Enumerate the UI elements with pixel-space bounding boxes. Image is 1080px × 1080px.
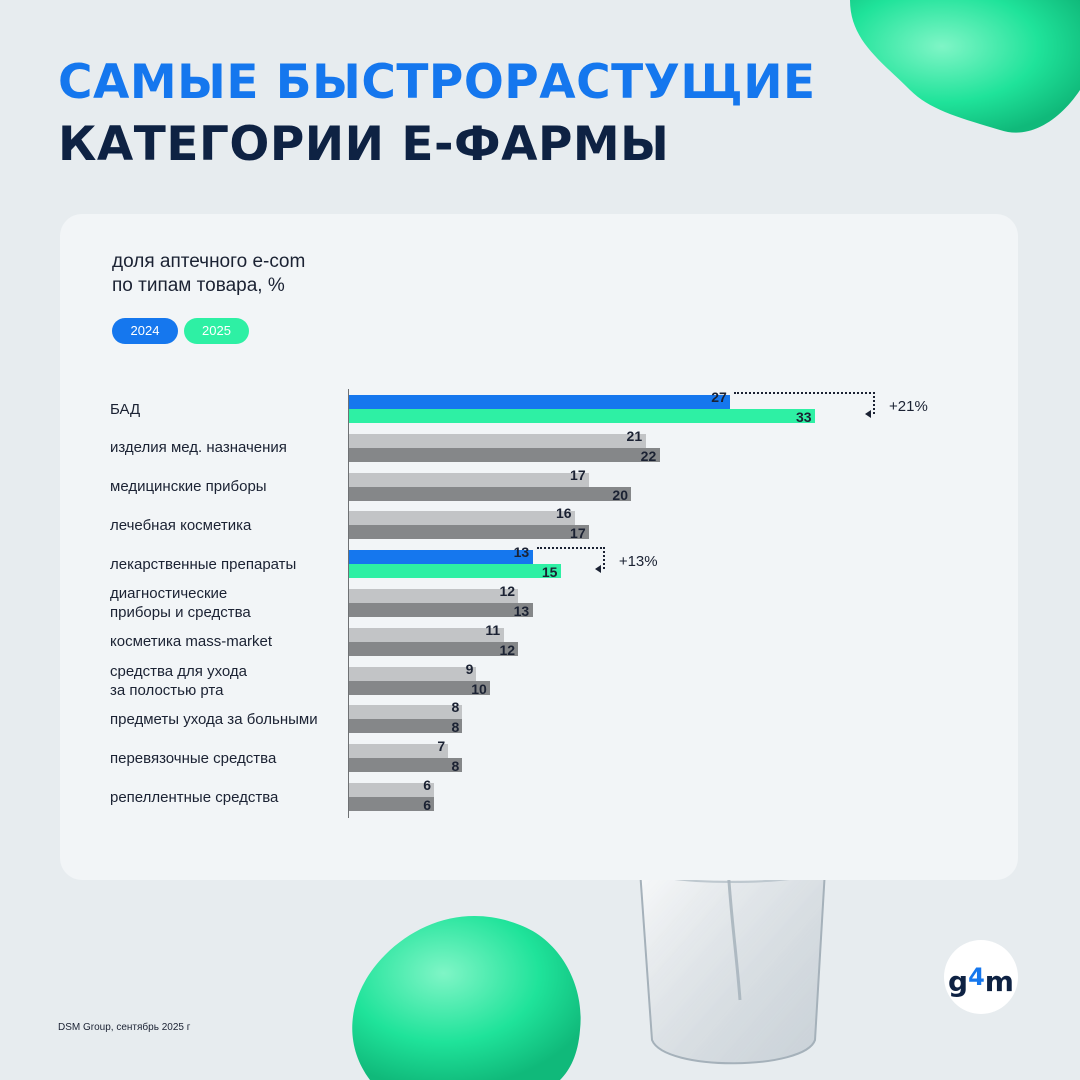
category-label: репеллентные средства [110,788,350,807]
category-label: медицинские приборы [110,477,350,496]
bar-2024 [349,511,575,526]
category-label-line: перевязочные средства [110,749,277,767]
category-label-line: диагностические [110,585,228,602]
category-label-line: изделия мед. назначения [110,439,287,457]
bar-2025 [349,603,533,617]
category-label-line: лечебная косметика [110,516,252,534]
data-label: 21 [626,427,643,444]
growth-connector [734,392,875,414]
chart-subtitle: доля аптечного e-com по типам товара, % [112,250,305,298]
y-axis-line [348,389,349,818]
data-label: 6 [423,777,432,793]
bar-2024 [349,783,434,797]
data-label: 10 [471,680,487,697]
category-label-line: репеллентные средства [110,788,279,806]
bar-2025 [349,409,815,423]
category-label: лекарственные препараты [110,555,350,574]
bar-2025 [349,564,561,579]
category-label: БАД [110,400,350,419]
category-label: изделия мед. назначения [110,438,350,457]
bar-2025 [349,447,660,462]
data-label: 16 [555,505,572,522]
category-label-line: медицинские приборы [110,478,267,496]
category-label-line: косметика mass-market [110,633,273,651]
data-label: 15 [541,564,558,581]
data-label: 7 [437,738,446,755]
bar-2024 [349,589,519,603]
category-label: предметы ухода за больными [110,710,350,729]
g4m-logo: g4m [944,940,1018,1014]
bar-2024 [349,395,731,409]
bar-2024 [349,550,533,565]
subtitle-line-1: доля аптечного e-com [112,251,306,272]
title-line-2: КАТЕГОРИИ Е-ФАРМЫ [58,117,670,172]
data-label: 22 [640,447,657,464]
data-label: 12 [499,583,516,599]
subtitle-line-2: по типам товара, % [112,275,285,296]
data-label: 8 [451,699,460,716]
bar-2024 [349,627,505,642]
category-label: перевязочные средства [110,749,350,768]
bar-2024 [349,744,448,759]
data-label: 12 [499,641,516,658]
data-label: 20 [612,486,628,503]
title-line-1: САМЫЕ БЫСТРОРАСТУЩИЕ [58,55,816,110]
growth-label: +13% [618,553,658,571]
category-label-line: предметы ухода за больными [110,710,318,728]
growth-arrow-icon [865,410,871,418]
source-note: DSM Group, сентябрь 2025 г [58,1022,191,1033]
bar-2025 [349,525,590,540]
category-label: диагностические приборы и средства [110,584,350,622]
glass-cup-icon [638,852,827,1065]
bar-2024 [349,666,477,681]
legend-2024: 2024 [112,318,178,344]
bar-2025 [349,719,462,734]
category-label-line: лекарственные препараты [110,555,297,573]
green-blob-bottom-icon [352,916,581,1080]
data-label: 8 [451,758,460,775]
data-label: 9 [465,660,474,677]
data-label: 27 [711,389,727,405]
page-title: САМЫЕ БЫСТРОРАСТУЩИЕ КАТЕГОРИИ Е-ФАРМЫ [58,52,816,176]
category-label: косметика mass-market [110,632,350,651]
bar-2025 [349,486,632,501]
data-label: 13 [513,603,530,619]
data-label: 6 [423,797,432,813]
category-label-line: БАД [110,400,141,418]
bar-2024 [349,705,462,720]
data-label: 17 [570,525,586,542]
bar-2025 [349,797,434,811]
category-label-line: приборы и средства [110,604,251,621]
category-label: средства для ухода за полостью рта [110,662,350,700]
bar-2025 [349,680,491,695]
data-label: 13 [513,544,530,561]
growth-label: +21% [889,398,928,415]
category-label: лечебная косметика [110,516,350,535]
data-label: 11 [485,621,501,638]
data-label: 33 [796,409,812,425]
green-blob-top-icon [850,0,1080,133]
bar-2025 [349,758,462,773]
bar-2024 [349,472,590,487]
data-label: 8 [451,719,460,736]
bar-2025 [349,641,519,656]
bar-2024 [349,433,646,448]
data-label: 17 [570,466,586,483]
category-label-line: средства для ухода [110,662,248,680]
category-label-line: за полостью рта [110,681,224,699]
legend-2025: 2025 [184,318,249,344]
growth-connector [536,547,605,570]
growth-arrow-icon [594,565,601,574]
